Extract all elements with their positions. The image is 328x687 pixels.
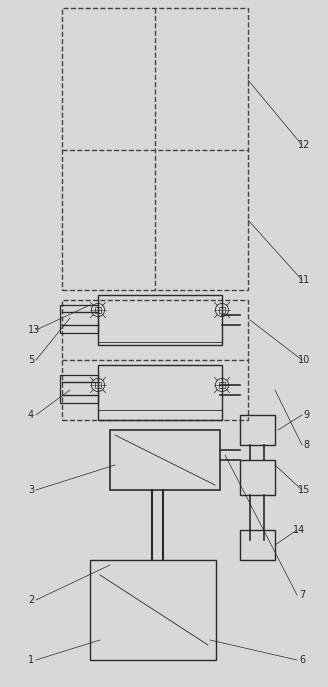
Text: 15: 15 xyxy=(297,485,310,495)
Text: 13: 13 xyxy=(28,325,40,335)
Bar xyxy=(240,530,275,560)
Text: 11: 11 xyxy=(298,275,310,285)
Bar xyxy=(62,300,248,420)
Bar xyxy=(240,415,275,445)
Text: 12: 12 xyxy=(297,140,310,150)
Text: 5: 5 xyxy=(28,355,34,365)
Bar xyxy=(60,375,98,403)
Text: 7: 7 xyxy=(299,590,305,600)
Text: 2: 2 xyxy=(28,595,34,605)
Bar xyxy=(95,382,101,388)
Text: 4: 4 xyxy=(28,410,34,420)
Text: 6: 6 xyxy=(299,655,305,665)
Bar xyxy=(62,8,248,290)
Bar xyxy=(219,382,225,388)
Bar xyxy=(240,460,275,495)
Bar xyxy=(98,295,222,345)
Text: 8: 8 xyxy=(304,440,310,450)
Text: 9: 9 xyxy=(304,410,310,420)
Bar xyxy=(95,307,101,313)
Text: 1: 1 xyxy=(28,655,34,665)
Text: 14: 14 xyxy=(293,525,305,535)
Bar xyxy=(219,307,225,313)
Text: 10: 10 xyxy=(298,355,310,365)
Bar xyxy=(60,305,98,333)
Bar xyxy=(110,430,220,490)
Bar xyxy=(98,365,222,420)
Text: 3: 3 xyxy=(28,485,34,495)
Bar xyxy=(90,560,216,660)
